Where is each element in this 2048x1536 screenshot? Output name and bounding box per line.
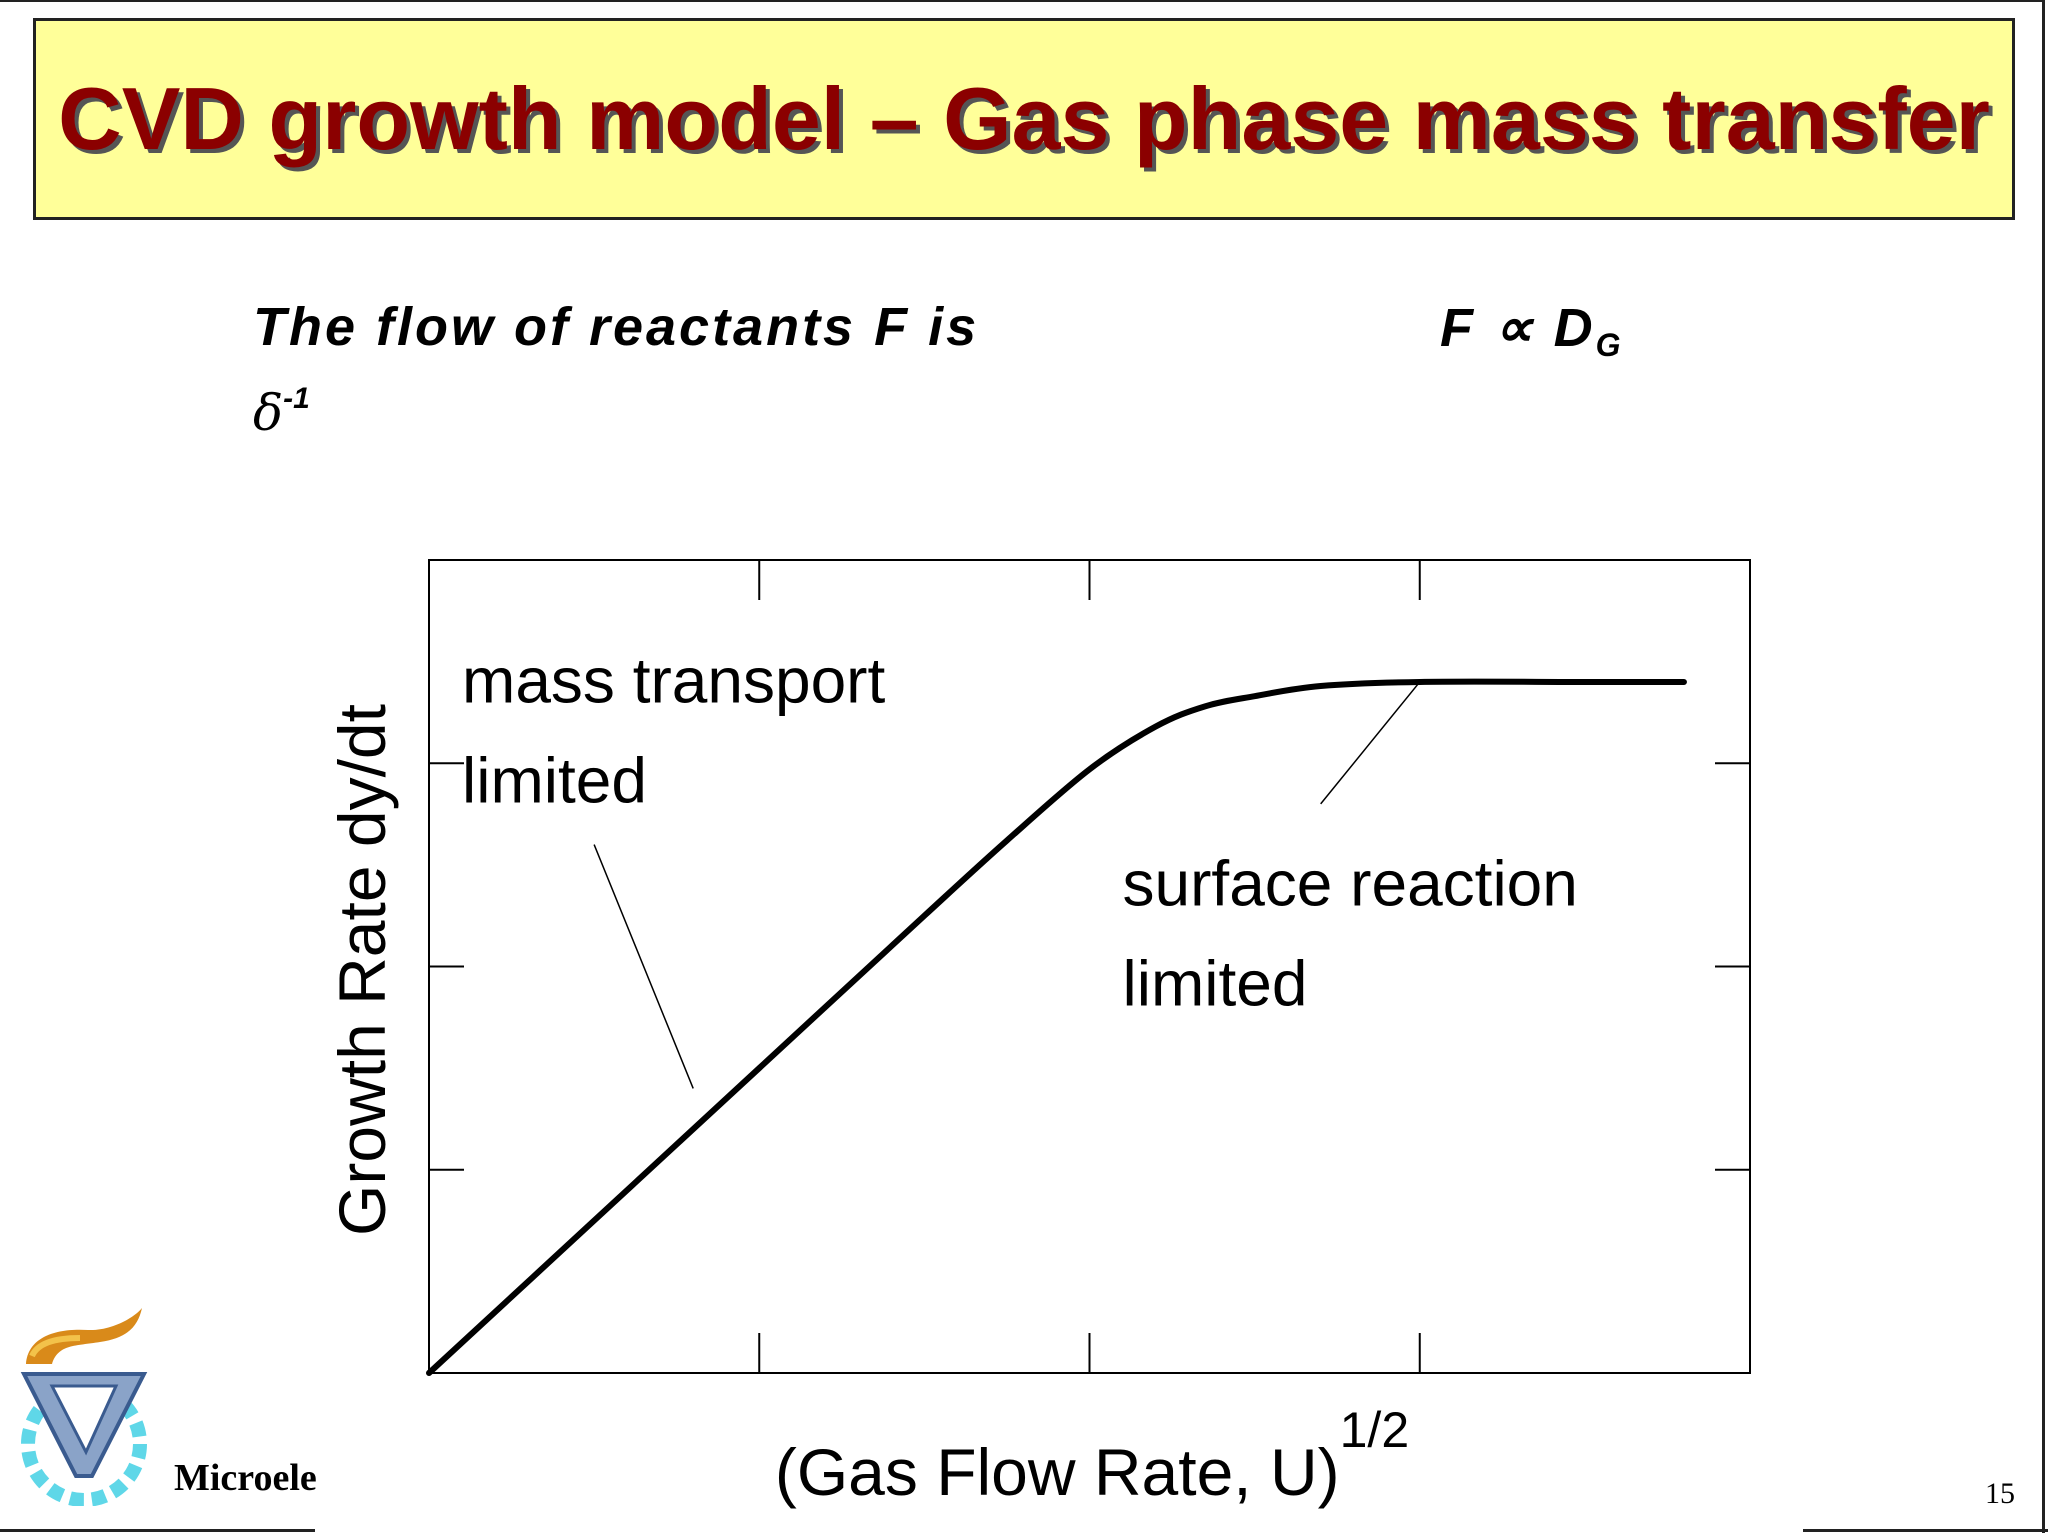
annotation-line1-1: mass transport <box>462 644 885 716</box>
flow-statement: The flow of reactants F is <box>253 297 980 357</box>
formula-main: F ∝ D <box>1440 298 1596 358</box>
delta-exponent: -1 <box>283 382 310 415</box>
y-axis-label: Growth Rate dy/dt <box>325 704 399 1236</box>
growth-rate-curve <box>426 678 1687 1376</box>
x-axis-label: (Gas Flow Rate, U) <box>775 1435 1340 1509</box>
annotation-line2-1: limited <box>462 744 647 816</box>
title-banner: CVD growth model – Gas phase mass transf… <box>33 18 2015 220</box>
technion-logo <box>20 1308 148 1506</box>
annotation-line1-2: surface reaction <box>1123 848 1578 920</box>
x-axis-label-group: (Gas Flow Rate, U)1/2 <box>775 1402 1409 1509</box>
annotation-line2-2: limited <box>1123 948 1308 1020</box>
footer-rule-right <box>1803 1529 2048 1532</box>
proportionality-formula: F ∝ DG <box>1440 296 1623 364</box>
page-number: 15 <box>1985 1477 2015 1510</box>
footer-rule-left <box>0 1529 315 1532</box>
gear-icon <box>21 1381 147 1506</box>
formula-subscript: G <box>1595 327 1624 363</box>
footer-label: Microelectronics <box>174 1457 316 1499</box>
annotation-leader-1 <box>593 844 694 1089</box>
torch-flame-icon <box>26 1308 142 1364</box>
slide-title: CVD growth model – Gas phase mass transf… <box>58 69 1990 168</box>
x-axis-label-exponent: 1/2 <box>1340 1402 1410 1458</box>
delta-term: δ-1 <box>253 382 310 442</box>
annotation-leader-2 <box>1320 681 1421 805</box>
delta-symbol: δ <box>253 384 284 442</box>
